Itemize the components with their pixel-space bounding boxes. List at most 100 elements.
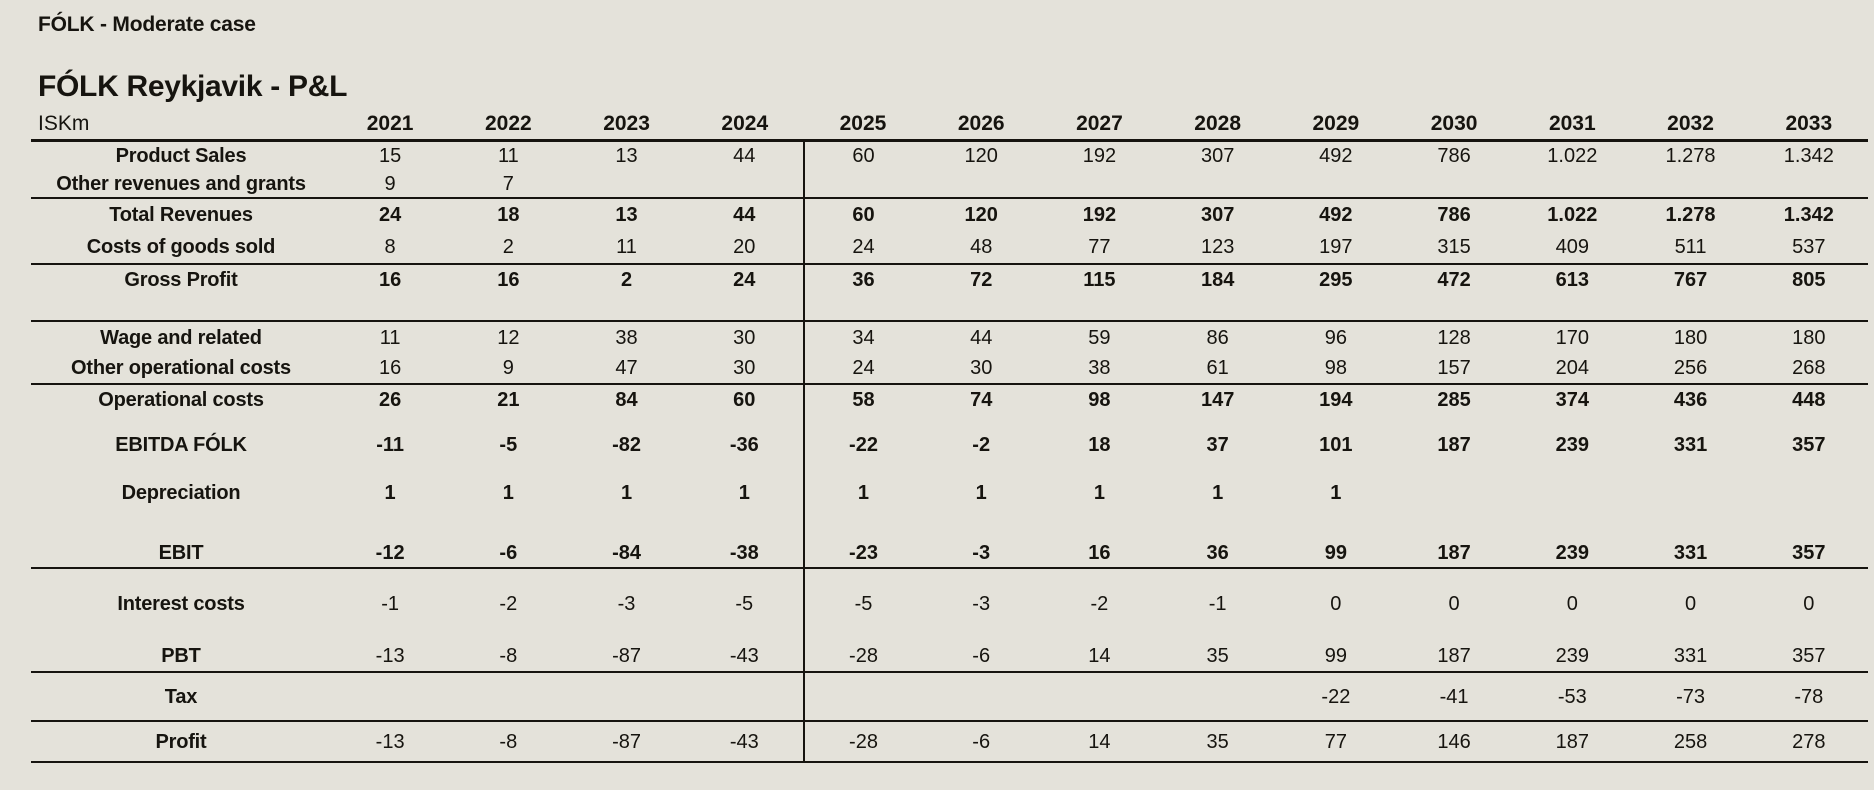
cell-value: 16 (331, 353, 450, 385)
spacer-cell (1276, 294, 1395, 322)
cell-value: 9 (331, 170, 450, 199)
cell-value: 492 (1319, 203, 1353, 226)
table-row: Tax -22 -41 -53 -73 -78 (31, 672, 1868, 722)
year-header: 2023 (567, 108, 686, 142)
cell-value: 38 (615, 326, 638, 349)
cell-value: -2 (1090, 593, 1109, 615)
cell-value: 1 (1330, 482, 1342, 504)
cell-value: -13 (331, 721, 450, 763)
cell-value: 786 (1437, 203, 1471, 226)
spacer-cell (331, 294, 450, 322)
cell-value: 44 (733, 203, 756, 226)
table-row: Total Revenues 24 18 13 44 60 120 192 307 492 786 1… (31, 198, 1868, 230)
cell-value: 18 (497, 203, 520, 226)
cell-value: -2 (499, 593, 518, 615)
cell-value: 1.342 (1783, 144, 1834, 167)
cell-value: 60 (733, 388, 756, 411)
cell-value: 285 (1437, 388, 1471, 411)
cell-value: -82 (612, 434, 641, 456)
spacer-cell (449, 568, 567, 589)
table-header-row: ISKm 2021 2022 2023 2024 2025 2026 2027 2028 2029… (31, 108, 1868, 142)
year-header: 2030 (1394, 108, 1514, 142)
spacer-cell (1750, 619, 1868, 640)
page-title: FÓLK Reykjavik - P&L (38, 70, 348, 103)
row-label: Depreciation (121, 482, 241, 504)
cell-value (922, 170, 1041, 199)
table-row: Operational costs 26 21 84 60 58 74 98 147 194 285… (31, 384, 1868, 414)
cell-value: 767 (1673, 268, 1708, 291)
spacer-cell (331, 508, 449, 538)
cell-value: 30 (733, 326, 756, 349)
spacer-cell (31, 414, 331, 430)
cell-value: 537 (1749, 230, 1868, 265)
spacer-cell (449, 619, 567, 640)
cell-value: 44 (970, 326, 993, 349)
cell-value: -1 (1208, 593, 1227, 615)
cell-value (1158, 672, 1277, 722)
pl-table-body: ISKm 2021 2022 2023 2024 2025 2026 2027 2028 2029… (31, 108, 1868, 763)
cell-value: 8 (331, 230, 450, 265)
cell-value: 0 (1803, 593, 1815, 615)
row-label: EBITDA FÓLK (115, 434, 247, 456)
cell-value: -73 (1631, 672, 1750, 722)
cell-value (685, 672, 804, 722)
spacer-cell (686, 568, 804, 589)
row-label: EBIT (31, 538, 331, 569)
cell-value: 472 (1437, 268, 1471, 291)
spacer-cell (1158, 294, 1277, 322)
year-header: 2021 (331, 108, 450, 142)
cell-value: 180 (1792, 326, 1826, 349)
cell-value: 307 (1200, 203, 1235, 226)
cell-value: 192 (1082, 144, 1117, 167)
table-row: Depreciation 1 1 1 1 1 1 1 1 1 (31, 478, 1868, 508)
cell-value (1395, 478, 1513, 508)
year-header: 2033 (1749, 108, 1868, 142)
cell-value: -28 (802, 640, 923, 673)
cell-value: 72 (970, 268, 993, 291)
spacer-row (31, 508, 1868, 538)
cell-value: 24 (378, 203, 402, 226)
spacer-cell (567, 619, 685, 640)
cell-value: 256 (1631, 353, 1750, 385)
spacer-cell (1394, 294, 1514, 322)
cell-value: 0 (1330, 593, 1342, 615)
spacer-cell (1631, 568, 1749, 589)
cell-value: 146 (1394, 721, 1514, 763)
spacer-cell (1750, 568, 1868, 589)
cell-value: 192 (1082, 203, 1117, 226)
table-row: Gross Profit 16 16 2 24 36 72 115 184 295 472 613 76… (31, 264, 1868, 294)
year-header: 2022 (449, 108, 568, 142)
cell-value: 26 (378, 388, 402, 411)
spacer-cell (1395, 568, 1513, 589)
cell-value (1749, 170, 1868, 199)
table-row: Interest costs -1 -2 -3 -5 -5 -3 -2 -1 0 0 0 0 0 (31, 589, 1868, 619)
cell-value: -41 (1394, 672, 1514, 722)
cell-value: 48 (922, 230, 1041, 265)
cell-value: 492 (1319, 144, 1353, 167)
cell-value: 1 (738, 482, 750, 504)
cell-value: 47 (567, 353, 686, 385)
spacer-cell (1395, 460, 1513, 478)
spacer-cell (1513, 508, 1631, 538)
cell-value: 59 (1088, 326, 1111, 349)
spacer-cell (1395, 508, 1513, 538)
table-row: Product Sales 15 11 13 44 60 120 192 307 492 786 1.… (31, 140, 1868, 170)
spacer-cell (922, 619, 1040, 640)
spacer-cell (802, 460, 923, 478)
row-label: Wage and related (100, 326, 262, 349)
spacer-cell (1159, 414, 1277, 430)
cell-value (685, 170, 804, 199)
cell-value (1750, 478, 1868, 508)
spacer-cell (1513, 568, 1631, 589)
cell-value: 1 (620, 482, 633, 504)
cell-value: 1.022 (1547, 203, 1598, 226)
cell-value: 1 (1212, 482, 1224, 504)
cell-value: -22 (1276, 672, 1395, 722)
spacer-cell (449, 508, 567, 538)
cell-value: 11 (379, 326, 401, 349)
cell-value: 307 (1200, 144, 1235, 167)
spacer-cell (686, 460, 804, 478)
cell-value: 84 (615, 388, 638, 411)
spacer-row (31, 460, 1868, 478)
cell-value: 278 (1749, 721, 1868, 763)
